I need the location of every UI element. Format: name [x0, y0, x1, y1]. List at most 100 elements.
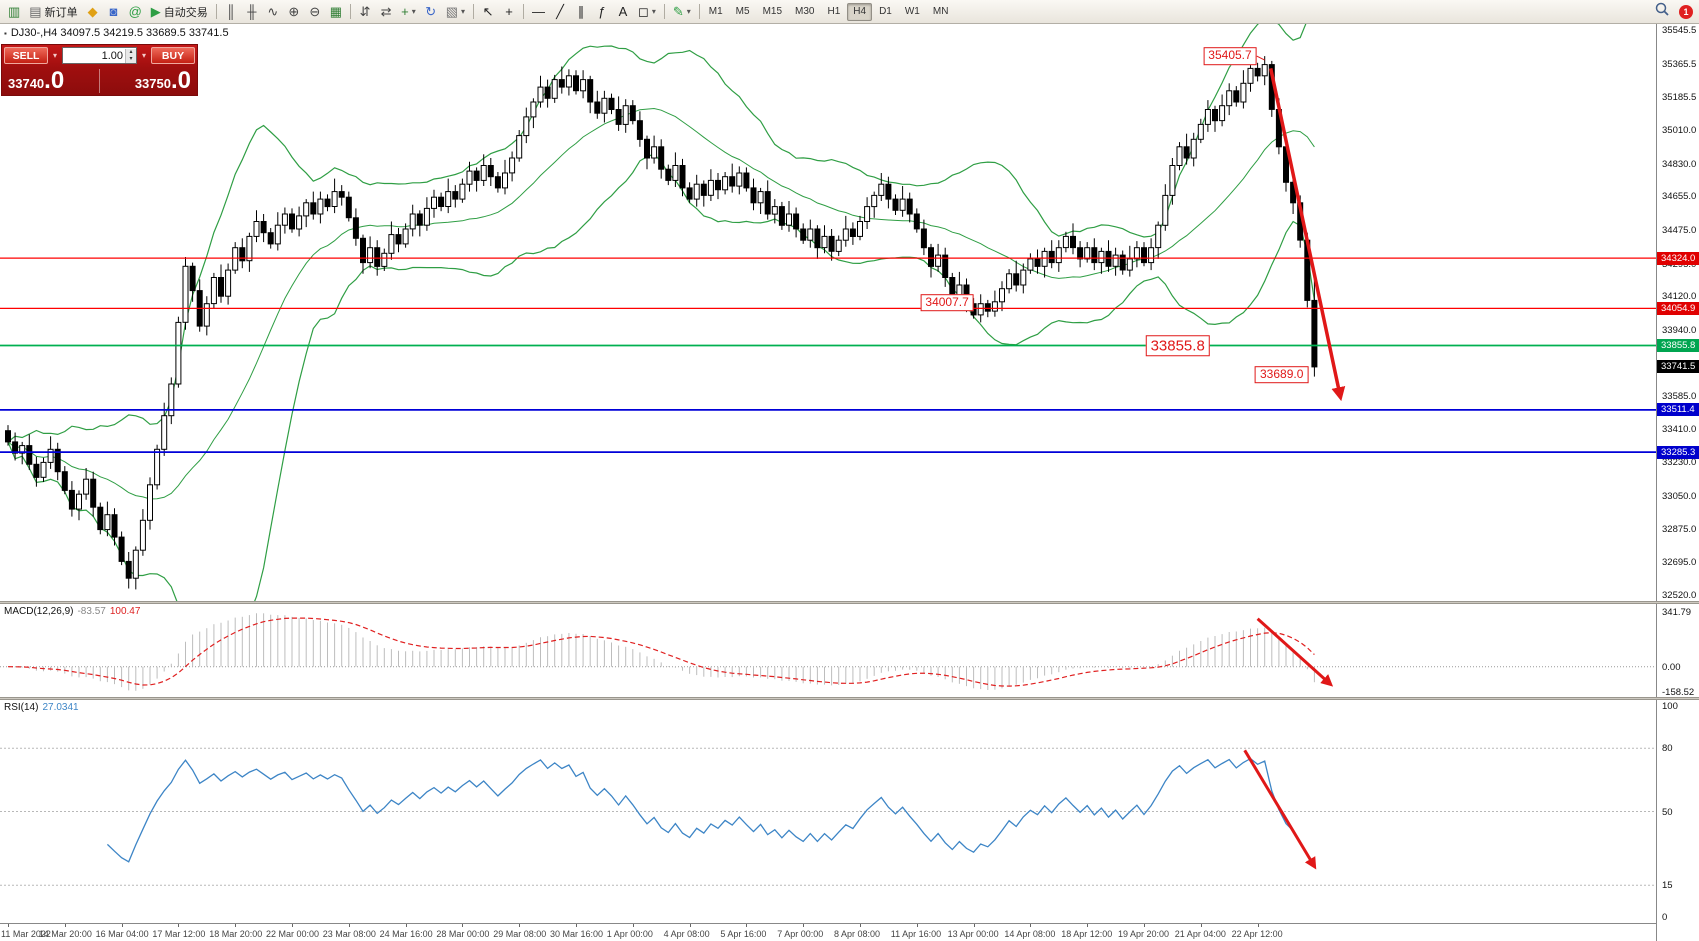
pencil-tool-button[interactable]: ✎ ▾ [669, 2, 695, 22]
tile-windows-button-glyph: ▦ [329, 4, 343, 19]
depth-of-market-icon[interactable]: ◙ [104, 2, 124, 22]
time-tick [121, 924, 123, 927]
text-tool-button[interactable]: A [613, 2, 633, 22]
refresh-button[interactable]: ↻ [421, 2, 441, 22]
time-tick [1030, 924, 1032, 927]
timeframe-m5[interactable]: M5 [735, 6, 750, 17]
timeframe-h1[interactable]: H1 [827, 6, 841, 17]
main-chart-pane[interactable]: 35405.7 34007.7 33855.8 33689.0 ▪ DJ30-,H4 … [0, 24, 1656, 601]
time-axis[interactable]: 11 Mar 2022 14 Mar 20:00 16 Mar 04:00 17 Ma… [0, 923, 1699, 941]
tile-windows-button[interactable]: ▦ [326, 2, 346, 22]
shapes-tool-button[interactable]: ◻ ▾ [634, 2, 660, 22]
time-tick [689, 924, 691, 927]
sell-button[interactable]: SELL [4, 47, 48, 64]
price-tick: 32875.0 [1662, 523, 1697, 535]
crosshair-tool-button[interactable]: + [499, 2, 519, 22]
macd-scale-tick: -158.52 [1662, 687, 1695, 698]
volume-up-button[interactable]: ▴ [126, 48, 136, 56]
rsi-line [106, 757, 1315, 867]
pencil-tool-button-caret-icon: ▾ [686, 7, 691, 16]
volume-input[interactable] [63, 48, 125, 63]
line-mode-button-glyph: ∿ [267, 4, 279, 19]
price-scale[interactable]: 35545.5 35365.5 35185.5 35010.0 34830.0 34655… [1656, 24, 1699, 941]
cursor-tool-button-glyph: ↖ [482, 4, 494, 19]
time-tick [632, 924, 634, 927]
toolbar-right: 1 [1651, 2, 1695, 22]
volume-down-button[interactable]: ▾ [126, 55, 136, 63]
price-tick: 35545.5 [1662, 25, 1697, 36]
new-chart-button[interactable]: + ▾ [397, 2, 420, 22]
macd-pane[interactable]: MACD(12,26,9) -83.57 100.47 [0, 604, 1656, 697]
annotation-33855.8[interactable]: 33855.8 [1145, 334, 1210, 357]
rsi-canvas [0, 700, 1656, 923]
macd-label: MACD(12,26,9) -83.57 100.47 [4, 606, 140, 617]
hline-tool-button[interactable]: — [528, 2, 549, 22]
time-label: 11 Apr 16:00 [890, 929, 942, 939]
autotrading-button[interactable]: ▶ 自动交易 [147, 2, 212, 22]
time-label: 4 Apr 08:00 [663, 929, 710, 939]
chart-shift-button-glyph: ▧ [445, 4, 458, 19]
time-tick [462, 924, 464, 927]
time-tick [803, 924, 805, 927]
chart-shift-button[interactable]: ▧ ▾ [442, 2, 469, 22]
time-tick [746, 924, 748, 927]
notification-badge[interactable]: 1 [1679, 4, 1693, 19]
search-button[interactable] [1651, 2, 1673, 22]
buy-price[interactable]: 33750.0 [134, 68, 191, 92]
trendline-tool-button-glyph: ╱ [556, 4, 564, 19]
zoom-in-button[interactable]: ⊕ [284, 2, 304, 22]
rsi-pane[interactable]: RSI(14) 27.0341 [0, 700, 1656, 923]
bars-mode-button[interactable]: ║ [221, 2, 241, 22]
mql5-market-icon[interactable]: ◆ [83, 2, 103, 22]
bars-mode-button-glyph: ║ [226, 4, 236, 19]
annotation-34007.7[interactable]: 34007.7 [920, 293, 974, 312]
app-chart-icon[interactable]: ▥ [4, 2, 24, 22]
buy-button[interactable]: BUY [151, 47, 195, 64]
timeframe-h4[interactable]: H4 [847, 2, 873, 21]
pane-separator[interactable] [0, 697, 1699, 700]
cursor-tool-button[interactable]: ↖ [478, 2, 498, 22]
rsi-scale-tick: 50 [1662, 806, 1673, 818]
main-chart-canvas [0, 24, 1656, 601]
timeframe-d1[interactable]: D1 [879, 6, 892, 17]
new-order-button[interactable]: ▤ 新订单 [25, 2, 81, 22]
time-label: 1 Apr 00:00 [606, 929, 653, 939]
time-label: 29 Mar 08:00 [493, 929, 547, 939]
time-tick [1144, 924, 1145, 927]
main-chart-overlay: 35405.7 34007.7 33855.8 33689.0 [0, 24, 1656, 601]
line-mode-button[interactable]: ∿ [263, 2, 283, 22]
navigator-button[interactable]: ⇄ [376, 2, 396, 22]
price-tag-33511.4: 33511.4 [1657, 403, 1699, 417]
annotation-33689.0[interactable]: 33689.0 [1255, 365, 1309, 384]
fibonacci-tool-button[interactable]: ƒ [592, 2, 612, 22]
time-label: 22 Mar 00:00 [266, 929, 320, 939]
time-tick [292, 924, 293, 927]
pane-separator[interactable] [0, 601, 1699, 604]
macd-scale-tick: 341.79 [1662, 607, 1692, 618]
price-tick: 32695.0 [1662, 557, 1697, 569]
timeframe-mn[interactable]: MN [932, 6, 949, 17]
new-chart-button-caret-icon: ▾ [411, 7, 416, 16]
timeframe-m1[interactable]: M1 [708, 6, 723, 17]
shapes-tool-button-caret-icon: ▾ [651, 7, 656, 16]
timeframe-w1[interactable]: W1 [904, 6, 920, 17]
community-icon[interactable]: @ [125, 2, 146, 22]
trendline-tool-button[interactable]: ╱ [550, 2, 570, 22]
channel-tool-button[interactable]: ∥ [571, 2, 591, 22]
data-window-button[interactable]: ⇵ [355, 2, 375, 22]
time-label: 22 Apr 12:00 [1231, 929, 1283, 939]
buy-price-main: 33750 [134, 75, 171, 91]
timeframe-m15[interactable]: M15 [762, 6, 783, 17]
zoom-out-button[interactable]: ⊖ [305, 2, 325, 22]
time-label: 16 Mar 04:00 [95, 929, 149, 939]
candles-mode-button[interactable]: ╫ [242, 2, 262, 22]
buy-options-caret-icon[interactable]: ▾ [141, 51, 146, 60]
sell-price[interactable]: 33740.0 [8, 68, 64, 92]
time-tick [519, 924, 521, 927]
time-label: 14 Mar 20:00 [38, 929, 92, 939]
timeframe-m30[interactable]: M30 [795, 6, 815, 17]
sell-options-caret-icon[interactable]: ▾ [52, 51, 57, 60]
annotation-35405.7[interactable]: 35405.7 [1203, 47, 1257, 65]
time-label: 30 Mar 16:00 [550, 929, 604, 939]
ohlc-text: DJ30-,H4 34097.5 34219.5 33689.5 33741.5 [10, 27, 229, 39]
